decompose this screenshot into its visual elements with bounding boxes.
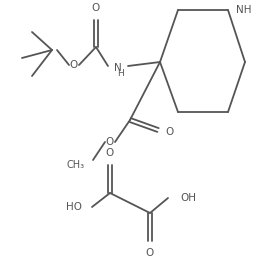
Text: O: O bbox=[106, 137, 114, 147]
Text: HO: HO bbox=[66, 202, 82, 212]
Text: O: O bbox=[70, 60, 78, 70]
Text: NH: NH bbox=[236, 5, 251, 15]
Text: H: H bbox=[117, 69, 123, 77]
Text: CH₃: CH₃ bbox=[67, 160, 85, 170]
Text: O: O bbox=[146, 248, 154, 258]
Text: OH: OH bbox=[180, 193, 196, 203]
Text: N: N bbox=[114, 63, 122, 73]
Text: O: O bbox=[165, 127, 173, 137]
Text: O: O bbox=[106, 148, 114, 158]
Text: O: O bbox=[92, 3, 100, 13]
